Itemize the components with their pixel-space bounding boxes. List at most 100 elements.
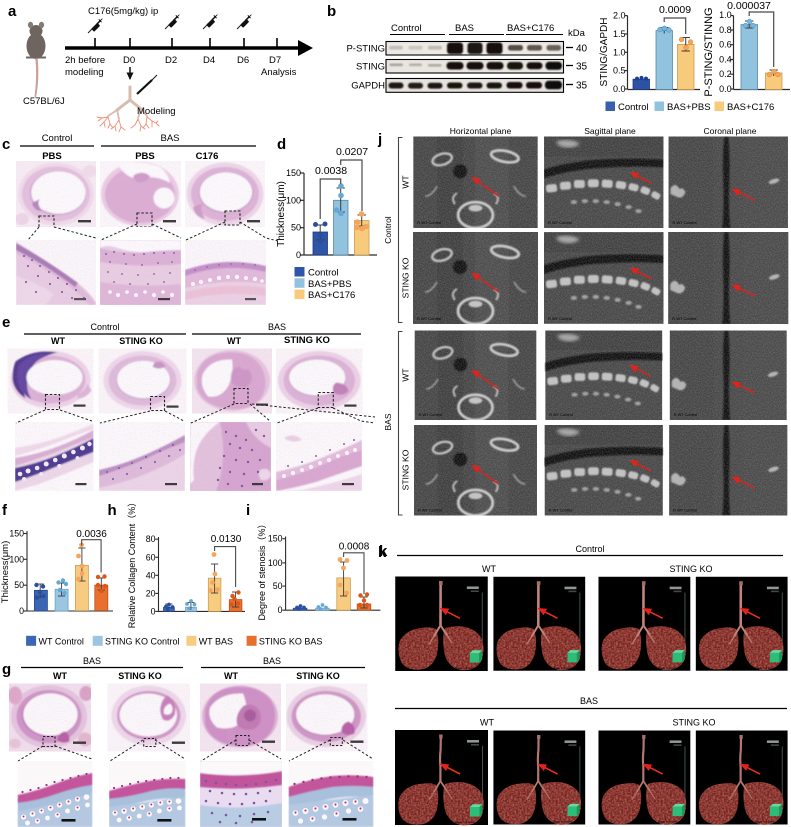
svg-text:WT: WT <box>401 175 411 188</box>
svg-text:STING KO: STING KO <box>119 336 163 346</box>
svg-text:PBS: PBS <box>135 151 155 162</box>
svg-text:D4: D4 <box>203 55 215 66</box>
svg-text:1.0: 1.0 <box>613 47 626 57</box>
svg-text:Control: Control <box>618 102 649 113</box>
svg-text:0.8: 0.8 <box>719 25 732 35</box>
svg-text:0: 0 <box>19 606 24 616</box>
svg-text:C176(5mg/kg) ip: C176(5mg/kg) ip <box>88 6 158 17</box>
svg-text:0: 0 <box>151 606 156 616</box>
svg-text:WT Control: WT Control <box>39 636 84 646</box>
svg-text:C57BL/6J: C57BL/6J <box>23 96 65 107</box>
svg-text:40: 40 <box>146 570 156 580</box>
svg-text:Relative Collagen Content（%）: Relative Collagen Content（%） <box>127 498 137 629</box>
svg-text:STING KO: STING KO <box>284 335 330 346</box>
svg-text:0.0038: 0.0038 <box>315 165 347 177</box>
svg-text:150: 150 <box>9 529 24 539</box>
svg-text:BAS+C176: BAS+C176 <box>507 23 554 34</box>
svg-text:WT: WT <box>53 671 67 681</box>
svg-text:0.0207: 0.0207 <box>336 146 368 158</box>
svg-text:80: 80 <box>146 534 156 544</box>
svg-text:c: c <box>2 136 10 153</box>
svg-text:20: 20 <box>146 588 156 598</box>
svg-text:GAPDH: GAPDH <box>351 81 385 92</box>
svg-text:STING KO: STING KO <box>401 449 411 490</box>
svg-text:d: d <box>277 136 286 153</box>
svg-text:35: 35 <box>576 62 588 73</box>
svg-text:C176: C176 <box>196 151 219 162</box>
svg-text:0.0036: 0.0036 <box>76 529 107 540</box>
svg-text:k: k <box>379 543 388 560</box>
svg-text:WT: WT <box>51 336 65 346</box>
svg-text:e: e <box>2 314 10 331</box>
svg-text:STING KO: STING KO <box>296 671 340 681</box>
svg-text:35: 35 <box>576 81 588 92</box>
svg-text:Horizontal plane: Horizontal plane <box>450 126 512 136</box>
svg-text:50: 50 <box>291 223 301 233</box>
svg-text:100: 100 <box>268 558 283 568</box>
svg-text:BAS: BAS <box>263 656 281 666</box>
svg-text:STING: STING <box>356 62 385 73</box>
svg-text:Modeling: Modeling <box>137 106 176 117</box>
svg-text:kDa: kDa <box>568 28 586 39</box>
svg-text:60: 60 <box>146 552 156 562</box>
svg-text:D7: D7 <box>269 55 281 66</box>
svg-text:50: 50 <box>273 581 283 591</box>
svg-text:WT: WT <box>482 564 496 574</box>
svg-text:0.0009: 0.0009 <box>659 4 691 16</box>
svg-text:STING/GAPDH: STING/GAPDH <box>599 18 610 87</box>
svg-text:150: 150 <box>286 168 301 178</box>
svg-text:100: 100 <box>9 554 24 564</box>
svg-text:Sagittal plane: Sagittal plane <box>584 126 636 136</box>
svg-text:Control: Control <box>308 268 339 279</box>
svg-text:D0: D0 <box>123 55 135 66</box>
svg-text:PBS: PBS <box>42 151 62 162</box>
svg-text:STING KO: STING KO <box>118 671 162 681</box>
svg-text:D2: D2 <box>165 55 177 66</box>
svg-text:150: 150 <box>268 534 283 544</box>
svg-text:P-STING/STINNG: P-STING/STINNG <box>703 7 715 96</box>
svg-text:Control: Control <box>575 544 604 554</box>
svg-text:Thickness(μm): Thickness(μm) <box>276 181 287 247</box>
svg-text:Control: Control <box>42 133 73 144</box>
svg-text:STING KO Control: STING KO Control <box>105 636 180 646</box>
svg-text:BAS: BAS <box>83 656 101 666</box>
svg-text:0.2: 0.2 <box>719 69 732 79</box>
svg-text:j: j <box>377 131 382 148</box>
svg-text:BAS+PBS: BAS+PBS <box>667 102 711 113</box>
svg-text:40: 40 <box>576 44 588 55</box>
svg-text:BAS+C176: BAS+C176 <box>727 102 774 113</box>
svg-text:WT: WT <box>227 336 241 346</box>
svg-text:Coronal plane: Coronal plane <box>704 126 757 136</box>
svg-text:modeling: modeling <box>65 67 104 78</box>
svg-text:Control: Control <box>383 216 393 244</box>
svg-text:BAS: BAS <box>268 322 286 332</box>
svg-text:0.0008: 0.0008 <box>339 542 370 553</box>
svg-text:BAS: BAS <box>160 133 179 144</box>
svg-text:BAS: BAS <box>580 696 598 706</box>
svg-text:g: g <box>2 661 11 678</box>
svg-text:D6: D6 <box>237 55 249 66</box>
svg-text:0.4: 0.4 <box>719 55 732 65</box>
svg-text:0.6: 0.6 <box>719 40 732 50</box>
svg-text:Thickness(μm): Thickness(μm) <box>0 541 11 603</box>
svg-text:Degree of stenosis（%）: Degree of stenosis（%） <box>257 519 267 620</box>
svg-text:WT BAS: WT BAS <box>199 636 233 646</box>
svg-text:Control: Control <box>90 322 119 332</box>
svg-text:BAS+C176: BAS+C176 <box>308 290 355 301</box>
svg-text:P-STING: P-STING <box>346 44 385 55</box>
svg-text:STING KO: STING KO <box>672 718 715 728</box>
svg-text:WT: WT <box>480 718 494 728</box>
svg-text:2.0: 2.0 <box>613 11 626 21</box>
svg-text:1.5: 1.5 <box>613 29 626 39</box>
svg-text:a: a <box>8 3 17 20</box>
svg-text:0: 0 <box>296 250 301 260</box>
svg-text:Control: Control <box>391 23 422 34</box>
svg-text:STING KO: STING KO <box>401 257 411 298</box>
svg-text:0: 0 <box>278 605 283 615</box>
svg-text:h: h <box>108 502 117 519</box>
svg-text:BAS: BAS <box>383 413 393 430</box>
svg-text:Analysis: Analysis <box>261 67 297 78</box>
svg-text:BAS: BAS <box>455 23 474 34</box>
svg-text:0.0: 0.0 <box>613 84 626 94</box>
svg-text:STING KO BAS: STING KO BAS <box>259 636 323 646</box>
